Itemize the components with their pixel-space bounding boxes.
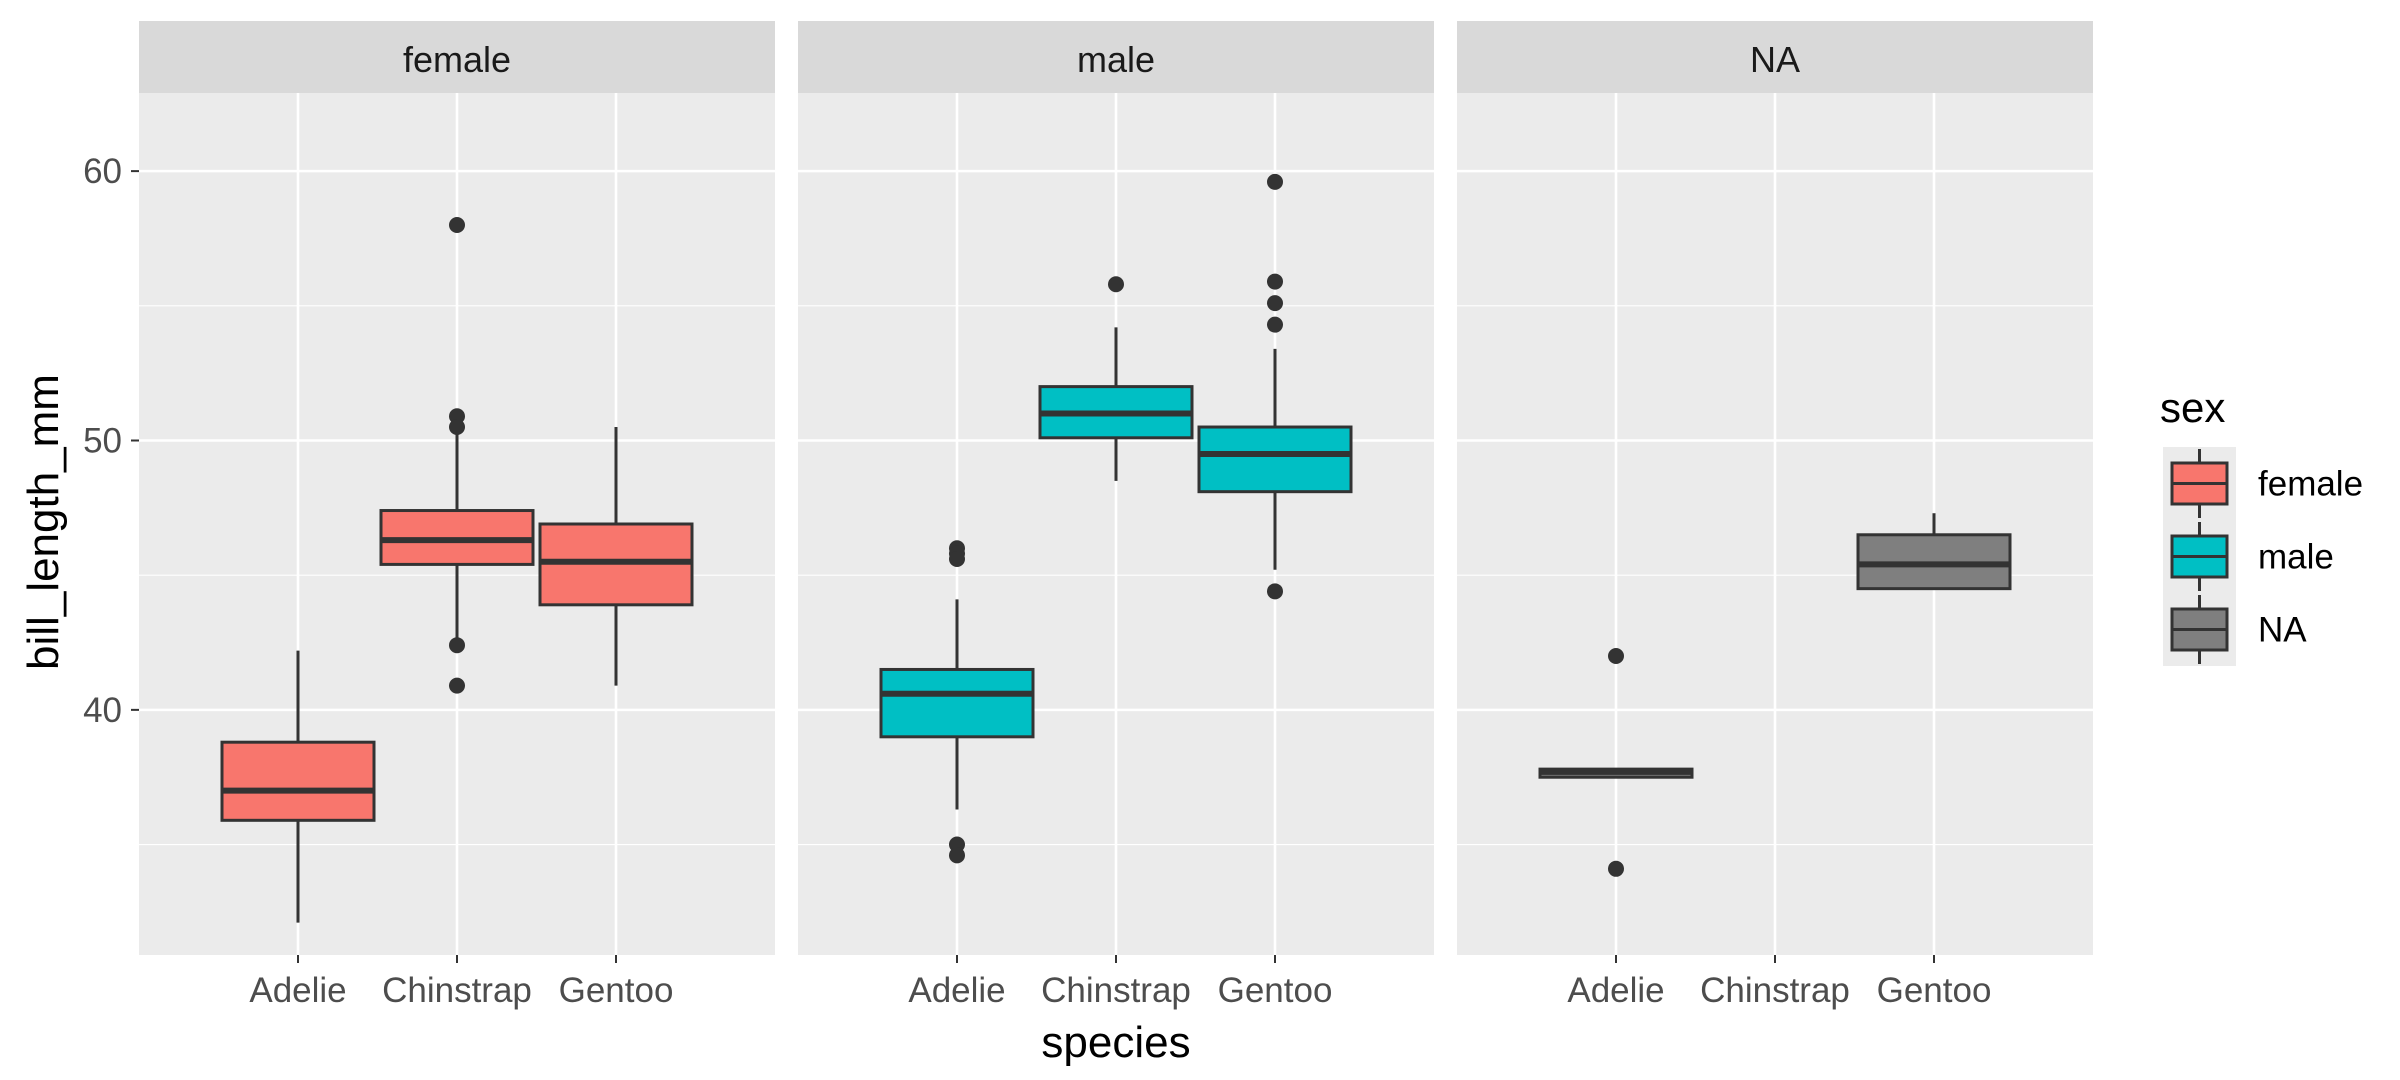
outlier-point — [1267, 295, 1283, 312]
box-iqr — [220, 740, 376, 822]
legend-title: sex — [2160, 384, 2225, 431]
y-tick-label: 50 — [83, 421, 122, 460]
x-tick-label: Gentoo — [1877, 971, 1992, 1010]
facet-panel-female: female Adelie Chinstrap Gentoo — [139, 21, 775, 1010]
facet-strip — [1457, 21, 2093, 93]
y-tick-label: 60 — [83, 152, 122, 191]
x-tick-label: Adelie — [249, 971, 346, 1010]
y-tick-label: 40 — [83, 691, 122, 730]
outlier-point — [1267, 273, 1283, 290]
legend-entry-na: NA — [2163, 593, 2307, 666]
box-male-chinstrap — [1038, 276, 1194, 481]
outlier-point — [449, 637, 465, 654]
box-female-chinstrap — [379, 216, 535, 694]
box-iqr — [879, 667, 1035, 739]
outlier-point — [949, 847, 965, 864]
box-iqr — [1197, 425, 1353, 494]
legend: sex female male NA — [2160, 384, 2363, 666]
x-tick-label: Chinstrap — [1700, 971, 1850, 1010]
facet-panel-na: NA Adelie Chinstrap Gentoo — [1457, 21, 2093, 1010]
legend-label: female — [2258, 465, 2363, 504]
x-tick-label: Adelie — [908, 971, 1005, 1010]
facet-strip-label: NA — [1750, 39, 1800, 80]
outlier-point — [1267, 316, 1283, 333]
outlier-point — [1608, 647, 1624, 664]
box-male-adelie — [879, 540, 1035, 864]
outlier-point — [449, 216, 465, 233]
legend-label: NA — [2258, 611, 2307, 650]
box-female-adelie — [220, 650, 376, 923]
outlier-point — [1608, 860, 1624, 877]
outlier-point — [1108, 276, 1124, 293]
y-axis: 40 50 60 — [83, 152, 139, 730]
x-axis-title: species — [1041, 1018, 1190, 1067]
legend-entry-female: female — [2163, 447, 2363, 520]
outlier-point — [949, 551, 965, 568]
facet-strip — [139, 21, 775, 93]
outlier-point — [449, 419, 465, 436]
facet-strip-label: female — [403, 39, 511, 80]
y-axis-title: bill_length_mm — [19, 374, 68, 670]
box-na-gentoo — [1856, 513, 2012, 591]
outlier-point — [449, 677, 465, 694]
legend-label: male — [2258, 538, 2334, 577]
x-tick-label: Chinstrap — [382, 971, 532, 1010]
x-tick-label: Gentoo — [559, 971, 674, 1010]
box-male-gentoo — [1197, 173, 1353, 600]
outlier-point — [1267, 583, 1283, 600]
box-na-adelie — [1538, 647, 1694, 877]
outlier-point — [1267, 173, 1283, 190]
facet-panels: female Adelie Chinstrap Gentoo male Adelie Chi… — [139, 21, 2093, 1010]
x-tick-label: Chinstrap — [1041, 971, 1191, 1010]
facet-strip — [798, 21, 1434, 93]
x-tick-label: Gentoo — [1218, 971, 1333, 1010]
box-female-gentoo — [538, 427, 694, 686]
legend-entry-male: male — [2163, 520, 2334, 593]
x-tick-label: Adelie — [1567, 971, 1664, 1010]
facet-panel-male: male Adelie Chinstrap Gentoo — [798, 21, 1434, 1010]
facet-strip-label: male — [1077, 39, 1155, 80]
